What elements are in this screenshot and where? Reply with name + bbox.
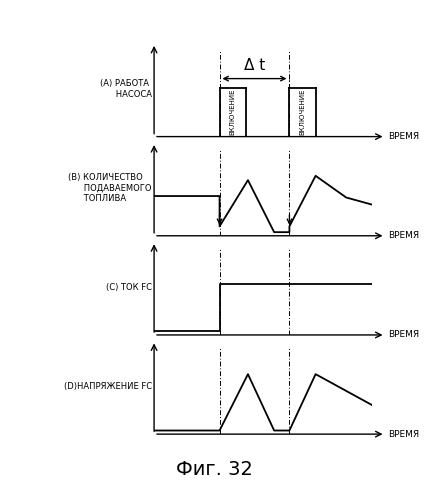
Text: ВКЛЮЧЕНИЕ: ВКЛЮЧЕНИЕ	[300, 89, 306, 135]
Text: ВРЕМЯ: ВРЕМЯ	[388, 330, 419, 339]
Text: ВРЕМЯ: ВРЕМЯ	[388, 430, 419, 439]
Text: Фиг. 32: Фиг. 32	[175, 460, 253, 479]
Text: (D)НАПРЯЖЕНИЕ FC: (D)НАПРЯЖЕНИЕ FC	[64, 382, 152, 391]
Text: (A) РАБОТА
      НАСОСА: (A) РАБОТА НАСОСА	[100, 79, 152, 99]
Text: ВРЕМЯ: ВРЕМЯ	[388, 132, 419, 141]
Text: Δ t: Δ t	[244, 57, 265, 73]
Text: ВКЛЮЧЕНИЕ: ВКЛЮЧЕНИЕ	[230, 89, 236, 135]
Text: (В) КОЛИЧЕСТВО
      ПОДАВАЕМОГО
      ТОПЛИВА: (В) КОЛИЧЕСТВО ПОДАВАЕМОГО ТОПЛИВА	[68, 173, 152, 203]
Text: (C) ТОК FC: (C) ТОК FC	[106, 283, 152, 292]
Text: ВРЕМЯ: ВРЕМЯ	[388, 231, 419, 241]
